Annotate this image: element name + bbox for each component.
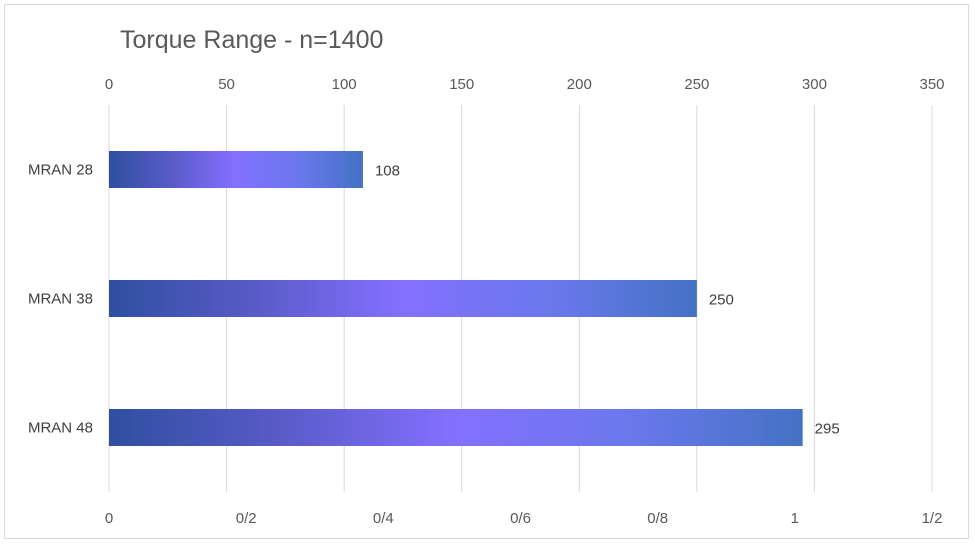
data-label: 295 — [815, 421, 840, 438]
data-labels: 108 250 295 — [375, 163, 840, 438]
bar — [109, 151, 363, 188]
x-tick-label-bottom: 1/2 — [922, 510, 943, 527]
chart-title: Torque Range - n=1400 — [120, 26, 384, 54]
category-label: MRAN 28 — [28, 162, 93, 179]
x-tick-label-top: 200 — [567, 76, 592, 93]
bar — [109, 280, 697, 317]
x-tick-label-top: 150 — [449, 76, 474, 93]
data-label: 250 — [709, 292, 734, 309]
x-tick-label-bottom: 0/8 — [647, 510, 668, 527]
x-tick-label-top: 50 — [218, 76, 235, 93]
x-tick-label-top: 350 — [919, 76, 944, 93]
x-tick-label-top: 0 — [105, 76, 113, 93]
x-tick-label-top: 100 — [332, 76, 357, 93]
x-axis-bottom: 0 0/2 0/4 0/6 0/8 1 1/2 — [105, 510, 943, 527]
bar — [109, 409, 803, 446]
data-label: 108 — [375, 163, 400, 180]
chart-area — [4, 4, 969, 539]
bars — [109, 151, 803, 446]
x-tick-label-bottom: 1 — [791, 510, 799, 527]
category-label: MRAN 38 — [28, 291, 93, 308]
category-label: MRAN 48 — [28, 420, 93, 437]
y-axis: MRAN 28 MRAN 38 MRAN 48 — [28, 162, 93, 437]
x-tick-label-bottom: 0/2 — [236, 510, 257, 527]
x-tick-label-top: 250 — [684, 76, 709, 93]
x-tick-label-bottom: 0/6 — [510, 510, 531, 527]
x-tick-label-bottom: 0 — [105, 510, 113, 527]
x-tick-label-top: 300 — [802, 76, 827, 93]
x-axis-top: 0 50 100 150 200 250 300 350 — [105, 76, 945, 93]
x-tick-label-bottom: 0/4 — [373, 510, 394, 527]
